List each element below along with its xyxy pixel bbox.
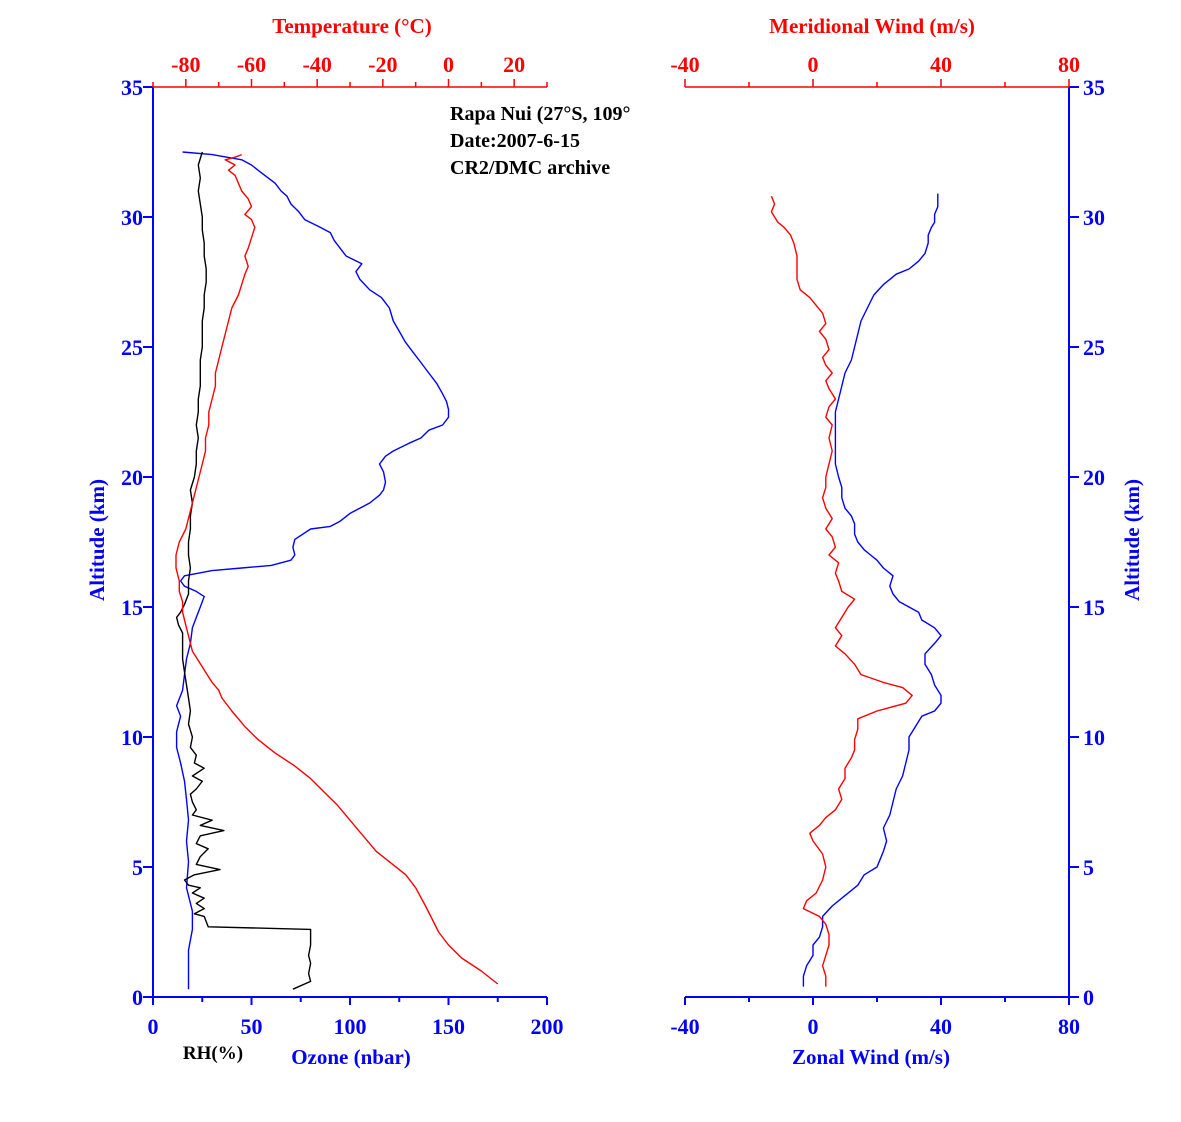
series-line [770,195,913,987]
bottom-tick-label: 100 [334,1014,367,1039]
y-tick-label: 25 [121,335,143,360]
y-tick-label: 0 [1083,985,1094,1010]
bottom-tick-label: 50 [241,1014,263,1039]
y-tick-label: 20 [1083,465,1105,490]
bottom-tick-label: 150 [432,1014,465,1039]
top-tick-label: -40 [303,52,332,77]
y-tick-label: 5 [1083,855,1094,880]
bottom-tick-label: 0 [808,1014,819,1039]
top-tick-label: 20 [503,52,525,77]
left-top-axis-label: Temperature (°C) [272,14,431,38]
y-tick-label: 5 [132,855,143,880]
y-tick-label: 25 [1083,335,1105,360]
y-tick-label: 35 [121,75,143,100]
bottom-tick-label: 200 [531,1014,564,1039]
annotation-date: Date:2007-6-15 [450,130,580,152]
left-bottom-secondary-label: RH(%) [183,1043,243,1064]
y-tick-label: 35 [1083,75,1105,100]
y-tick-label: 30 [1083,205,1105,230]
left-panel: 0 5 10 15 20 25 30 35 0 50 100 150 200 -80 -60 -40 -20 0 2… [121,52,564,1039]
top-tick-label: -40 [670,52,699,77]
right-bottom-axis-label: Zonal Wind (m/s) [792,1045,950,1069]
top-tick-label: -20 [368,52,397,77]
bottom-tick-label: 0 [148,1014,159,1039]
y-tick-label: 10 [1083,725,1105,750]
top-tick-label: -60 [237,52,266,77]
y-tick-label: 20 [121,465,143,490]
series-line [175,151,312,990]
y-tick-label: 15 [1083,595,1105,620]
right-panel: 0 5 10 15 20 25 30 35 -40 0 40 80 -40 0 40 80 [670,52,1105,1039]
top-tick-label: 40 [930,52,952,77]
top-tick-label: 0 [443,52,454,77]
right-top-axis-label: Meridional Wind (m/s) [769,14,975,38]
bottom-tick-label: -40 [670,1014,699,1039]
top-tick-label: 0 [808,52,819,77]
y-tick-label: 30 [121,205,143,230]
bottom-tick-label: 40 [930,1014,952,1039]
top-tick-label: -80 [171,52,200,77]
series-line [175,153,499,985]
annotation-archive: CR2/DMC archive [450,157,610,179]
left-y-axis-label: Altitude (km) [85,479,109,601]
left-bottom-axis-label: Ozone (nbar) [291,1045,411,1069]
bottom-tick-label: 80 [1058,1014,1080,1039]
series-line [802,193,942,987]
annotation-station: Rapa Nui (27°S, 109° [450,103,630,125]
right-y-axis-label: Altitude (km) [1120,479,1144,601]
top-tick-label: 80 [1058,52,1080,77]
y-tick-label: 10 [121,725,143,750]
y-tick-label: 15 [121,595,143,620]
y-tick-label: 0 [132,985,143,1010]
series-line [175,151,450,990]
